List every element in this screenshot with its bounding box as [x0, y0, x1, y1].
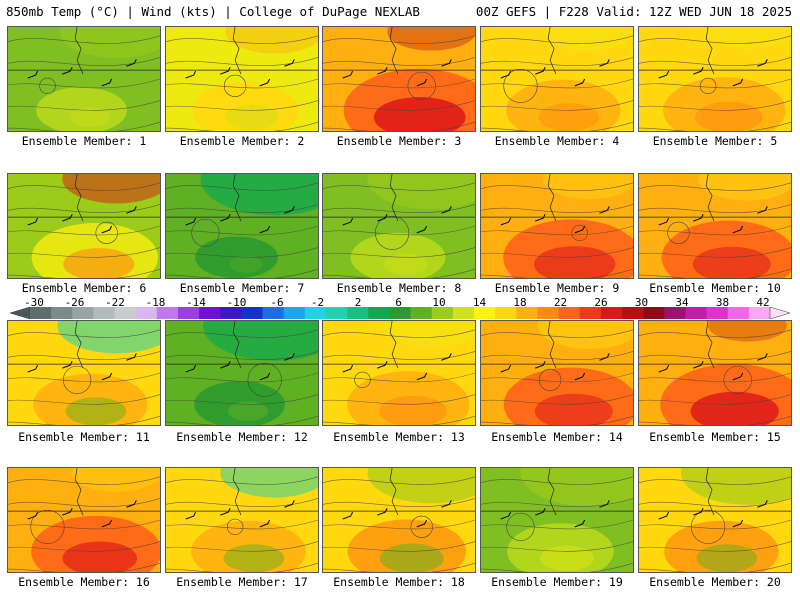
ensemble-member-label: Ensemble Member: 9 — [494, 281, 620, 295]
ensemble-member-label: Ensemble Member: 5 — [652, 134, 778, 148]
model-run-info: 00Z GEFS | F228 Valid: 12Z WED JUN 18 20… — [475, 4, 792, 19]
ensemble-member-label: Ensemble Member: 11 — [18, 430, 150, 444]
ensemble-member-map — [7, 173, 161, 279]
ensemble-member-label: Ensemble Member: 18 — [333, 575, 465, 589]
ensemble-member-map — [322, 467, 476, 573]
map-title: 850mb Temp (°C) | Wind (kts) | College o… — [6, 4, 420, 19]
colorbar-tick-label: -14 — [186, 296, 206, 309]
ensemble-member-label: Ensemble Member: 1 — [21, 134, 147, 148]
ensemble-member-label: Ensemble Member: 3 — [336, 134, 462, 148]
ensemble-member-map — [480, 467, 634, 573]
ensemble-member-map — [7, 26, 161, 132]
ensemble-member-map — [322, 320, 476, 426]
ensemble-member-map — [480, 173, 634, 279]
colorbar-tick-label: 22 — [553, 296, 568, 309]
ensemble-member-label: Ensemble Member: 12 — [176, 430, 308, 444]
ensemble-member-map — [480, 320, 634, 426]
colorbar-tick-label: -18 — [145, 296, 166, 309]
colorbar-tick-label: -2 — [310, 296, 325, 309]
colorbar-tick-label: 42 — [756, 296, 770, 309]
colorbar-tick-label: 38 — [715, 296, 730, 309]
ensemble-member-label: Ensemble Member: 19 — [491, 575, 623, 589]
colorbar-tick-label: -22 — [105, 296, 125, 309]
ensemble-member-map — [165, 26, 319, 132]
ensemble-member-label: Ensemble Member: 14 — [491, 430, 623, 444]
colorbar-tick-label: -26 — [64, 296, 85, 309]
ensemble-member-label: Ensemble Member: 16 — [18, 575, 150, 589]
colorbar-tick-label: 2 — [354, 296, 362, 309]
ensemble-member-map — [165, 173, 319, 279]
colorbar-tick-label: 34 — [675, 296, 689, 309]
colorbar-tick-label: 30 — [634, 296, 649, 309]
ensemble-member-label: Ensemble Member: 13 — [333, 430, 465, 444]
ensemble-member-map — [165, 467, 319, 573]
colorbar-tick-label: 14 — [472, 296, 487, 309]
ensemble-member-map — [322, 26, 476, 132]
ensemble-member-label: Ensemble Member: 7 — [179, 281, 305, 295]
ensemble-member-map — [7, 467, 161, 573]
ensemble-member-map — [7, 320, 161, 426]
ensemble-member-label: Ensemble Member: 6 — [21, 281, 147, 295]
colorbar-tick-label: -30 — [24, 296, 44, 309]
ensemble-member-map — [638, 173, 792, 279]
ensemble-member-map — [638, 26, 792, 132]
colorbar-tick-label: -10 — [226, 296, 247, 309]
ensemble-member-label: Ensemble Member: 4 — [494, 134, 620, 148]
ensemble-member-label: Ensemble Member: 10 — [649, 281, 781, 295]
ensemble-member-label: Ensemble Member: 2 — [179, 134, 305, 148]
colorbar-tick-label: -6 — [270, 296, 284, 309]
ensemble-member-map — [480, 26, 634, 132]
ensemble-member-map — [165, 320, 319, 426]
colorbar-tick-label: 6 — [395, 296, 402, 309]
colorbar-strip — [10, 307, 790, 319]
colorbar-tick-label: 18 — [513, 296, 527, 309]
ensemble-member-label: Ensemble Member: 15 — [649, 430, 781, 444]
colorbar-tick-label: 10 — [432, 296, 446, 309]
ensemble-member-label: Ensemble Member: 8 — [336, 281, 462, 295]
ensemble-member-map — [638, 320, 792, 426]
ensemble-member-label: Ensemble Member: 17 — [176, 575, 308, 589]
ensemble-member-map — [638, 467, 792, 573]
ensemble-member-map — [322, 173, 476, 279]
colorbar-tick-label: 26 — [594, 296, 608, 309]
ensemble-member-label: Ensemble Member: 20 — [649, 575, 781, 589]
